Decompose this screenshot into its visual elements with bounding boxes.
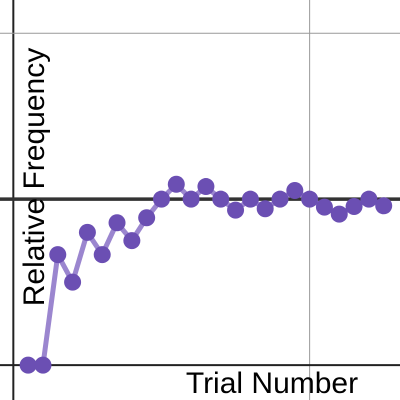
data-point: [315, 198, 333, 216]
data-point: [182, 190, 200, 208]
data-point: [123, 232, 141, 250]
data-point: [227, 201, 245, 219]
data-point: [152, 190, 170, 208]
y-axis-label: Relative Frequency: [18, 48, 51, 306]
data-point: [256, 200, 274, 218]
data-point: [19, 356, 37, 374]
data-point: [301, 190, 319, 208]
data-point: [78, 223, 96, 241]
data-point: [286, 182, 304, 200]
data-point: [49, 246, 67, 264]
data-point: [197, 178, 215, 196]
data-point: [138, 209, 156, 227]
data-point: [93, 246, 111, 264]
data-point: [360, 190, 378, 208]
data-point: [64, 273, 82, 291]
data-point: [34, 356, 52, 374]
data-point: [330, 205, 348, 223]
data-point: [271, 190, 289, 208]
data-point: [345, 197, 363, 215]
data-point: [241, 190, 259, 208]
data-point: [108, 214, 126, 232]
x-axis-label: Trial Number: [186, 367, 358, 400]
data-point: [167, 175, 185, 193]
data-point: [212, 190, 230, 208]
data-point: [375, 197, 393, 215]
